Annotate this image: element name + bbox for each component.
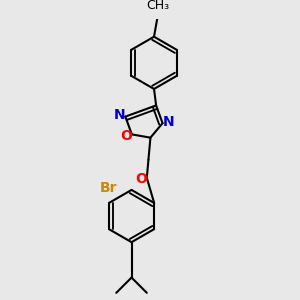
Text: N: N [162, 116, 174, 129]
Text: Br: Br [100, 181, 118, 195]
Text: O: O [135, 172, 147, 186]
Text: CH₃: CH₃ [146, 0, 170, 12]
Text: O: O [120, 129, 132, 143]
Text: N: N [114, 108, 125, 122]
